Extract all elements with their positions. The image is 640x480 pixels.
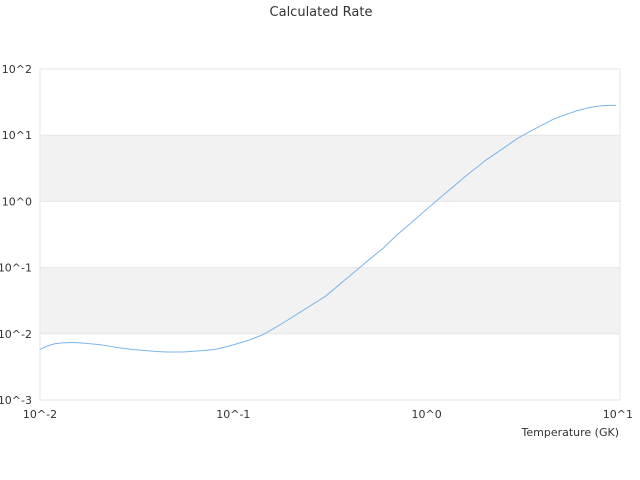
x-tick-label: 10^-2 [23,408,57,421]
x-axis-title: Temperature (GK) [521,426,620,439]
x-axis-ticks: 10^-2 10^-1 10^0 10^1 [23,408,633,421]
series-layer [39,104,617,353]
y-tick-label: 10^-2 [0,328,32,341]
series-line [39,104,617,353]
gridlines [39,68,621,401]
y-tick-label: 10^-3 [0,394,32,407]
plot-band [40,135,620,202]
y-tick-label: 10^2 [2,63,32,76]
plot-bands [40,135,620,334]
y-tick-label: 10^1 [2,129,32,142]
y-axis-ticks: 10^-3 10^-2 10^-1 10^0 10^1 10^2 [0,63,32,407]
x-tick-label: 10^-1 [216,408,250,421]
x-tick-label: 10^1 [603,408,633,421]
x-tick-label: 10^0 [412,408,442,421]
chart-title: Calculated Rate [270,5,373,20]
plot-band [40,267,620,334]
y-tick-label: 10^-1 [0,262,32,275]
y-tick-label: 10^0 [2,195,32,208]
